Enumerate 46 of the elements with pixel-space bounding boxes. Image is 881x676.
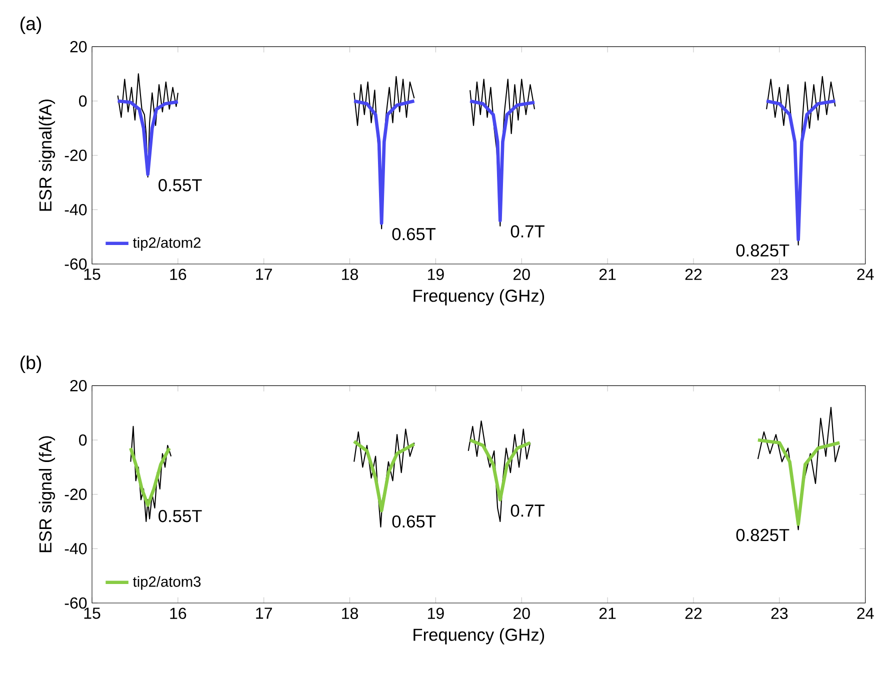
y-axis-title: ESR signal (fA) (38, 436, 56, 552)
chart-title: (a) (20, 16, 42, 34)
x-tick-label: 17 (256, 608, 272, 619)
chart-title: (b) (20, 356, 42, 373)
x-axis-title: Frequency (GHz) (414, 289, 544, 306)
x-tick-label: 18 (342, 608, 358, 620)
x-tick-label: 20 (514, 608, 530, 620)
annotation: 0.55T (158, 510, 202, 522)
x-axis-title: Frequency (GHz) (414, 628, 544, 644)
x-tick-label: 23 (771, 608, 788, 620)
annotation: 0.825T (736, 528, 790, 542)
x-tick-label: 19 (428, 608, 444, 620)
legend-label: tip2/atom2 (132, 237, 201, 251)
x-tick-label: 22 (685, 268, 702, 280)
annotation: 0.55T (158, 179, 202, 192)
y-tick-label: -40 (64, 543, 87, 554)
y-tick-label: -20 (64, 488, 87, 500)
x-tick-label: 15 (84, 268, 100, 280)
annotation: 0.7T (510, 225, 544, 238)
x-tick-label: 19 (428, 268, 444, 280)
legend-label: tip2/atom3 (132, 576, 201, 590)
x-tick-label: 21 (599, 268, 616, 280)
annotation: 0.7T (510, 504, 544, 517)
y-tick-label: 0 (79, 95, 87, 107)
x-tick-label: 20 (514, 268, 530, 280)
y-tick-label: -60 (64, 597, 87, 609)
annotation: 0.65T (392, 515, 436, 528)
y-tick-label: 20 (70, 380, 87, 392)
y-tick-label: 20 (70, 41, 87, 52)
annotation: 0.65T (392, 228, 436, 240)
x-tick-label: 18 (342, 268, 358, 280)
y-tick-label: -60 (64, 258, 87, 270)
x-tick-label: 15 (84, 608, 100, 619)
x-tick-label: 16 (170, 608, 186, 620)
x-tick-label: 21 (599, 608, 616, 619)
x-tick-label: 17 (256, 268, 272, 280)
x-tick-label: 24 (857, 268, 874, 280)
y-axis-title: ESR signal(fA) (38, 100, 56, 211)
annotation: 0.825T (736, 244, 790, 257)
y-tick-label: -40 (64, 204, 87, 216)
x-tick-label: 22 (685, 608, 702, 619)
y-tick-label: 0 (79, 434, 87, 446)
x-tick-label: 24 (857, 608, 874, 619)
y-tick-label: -20 (64, 150, 87, 161)
x-tick-label: 23 (771, 268, 788, 280)
x-tick-label: 16 (170, 268, 186, 280)
